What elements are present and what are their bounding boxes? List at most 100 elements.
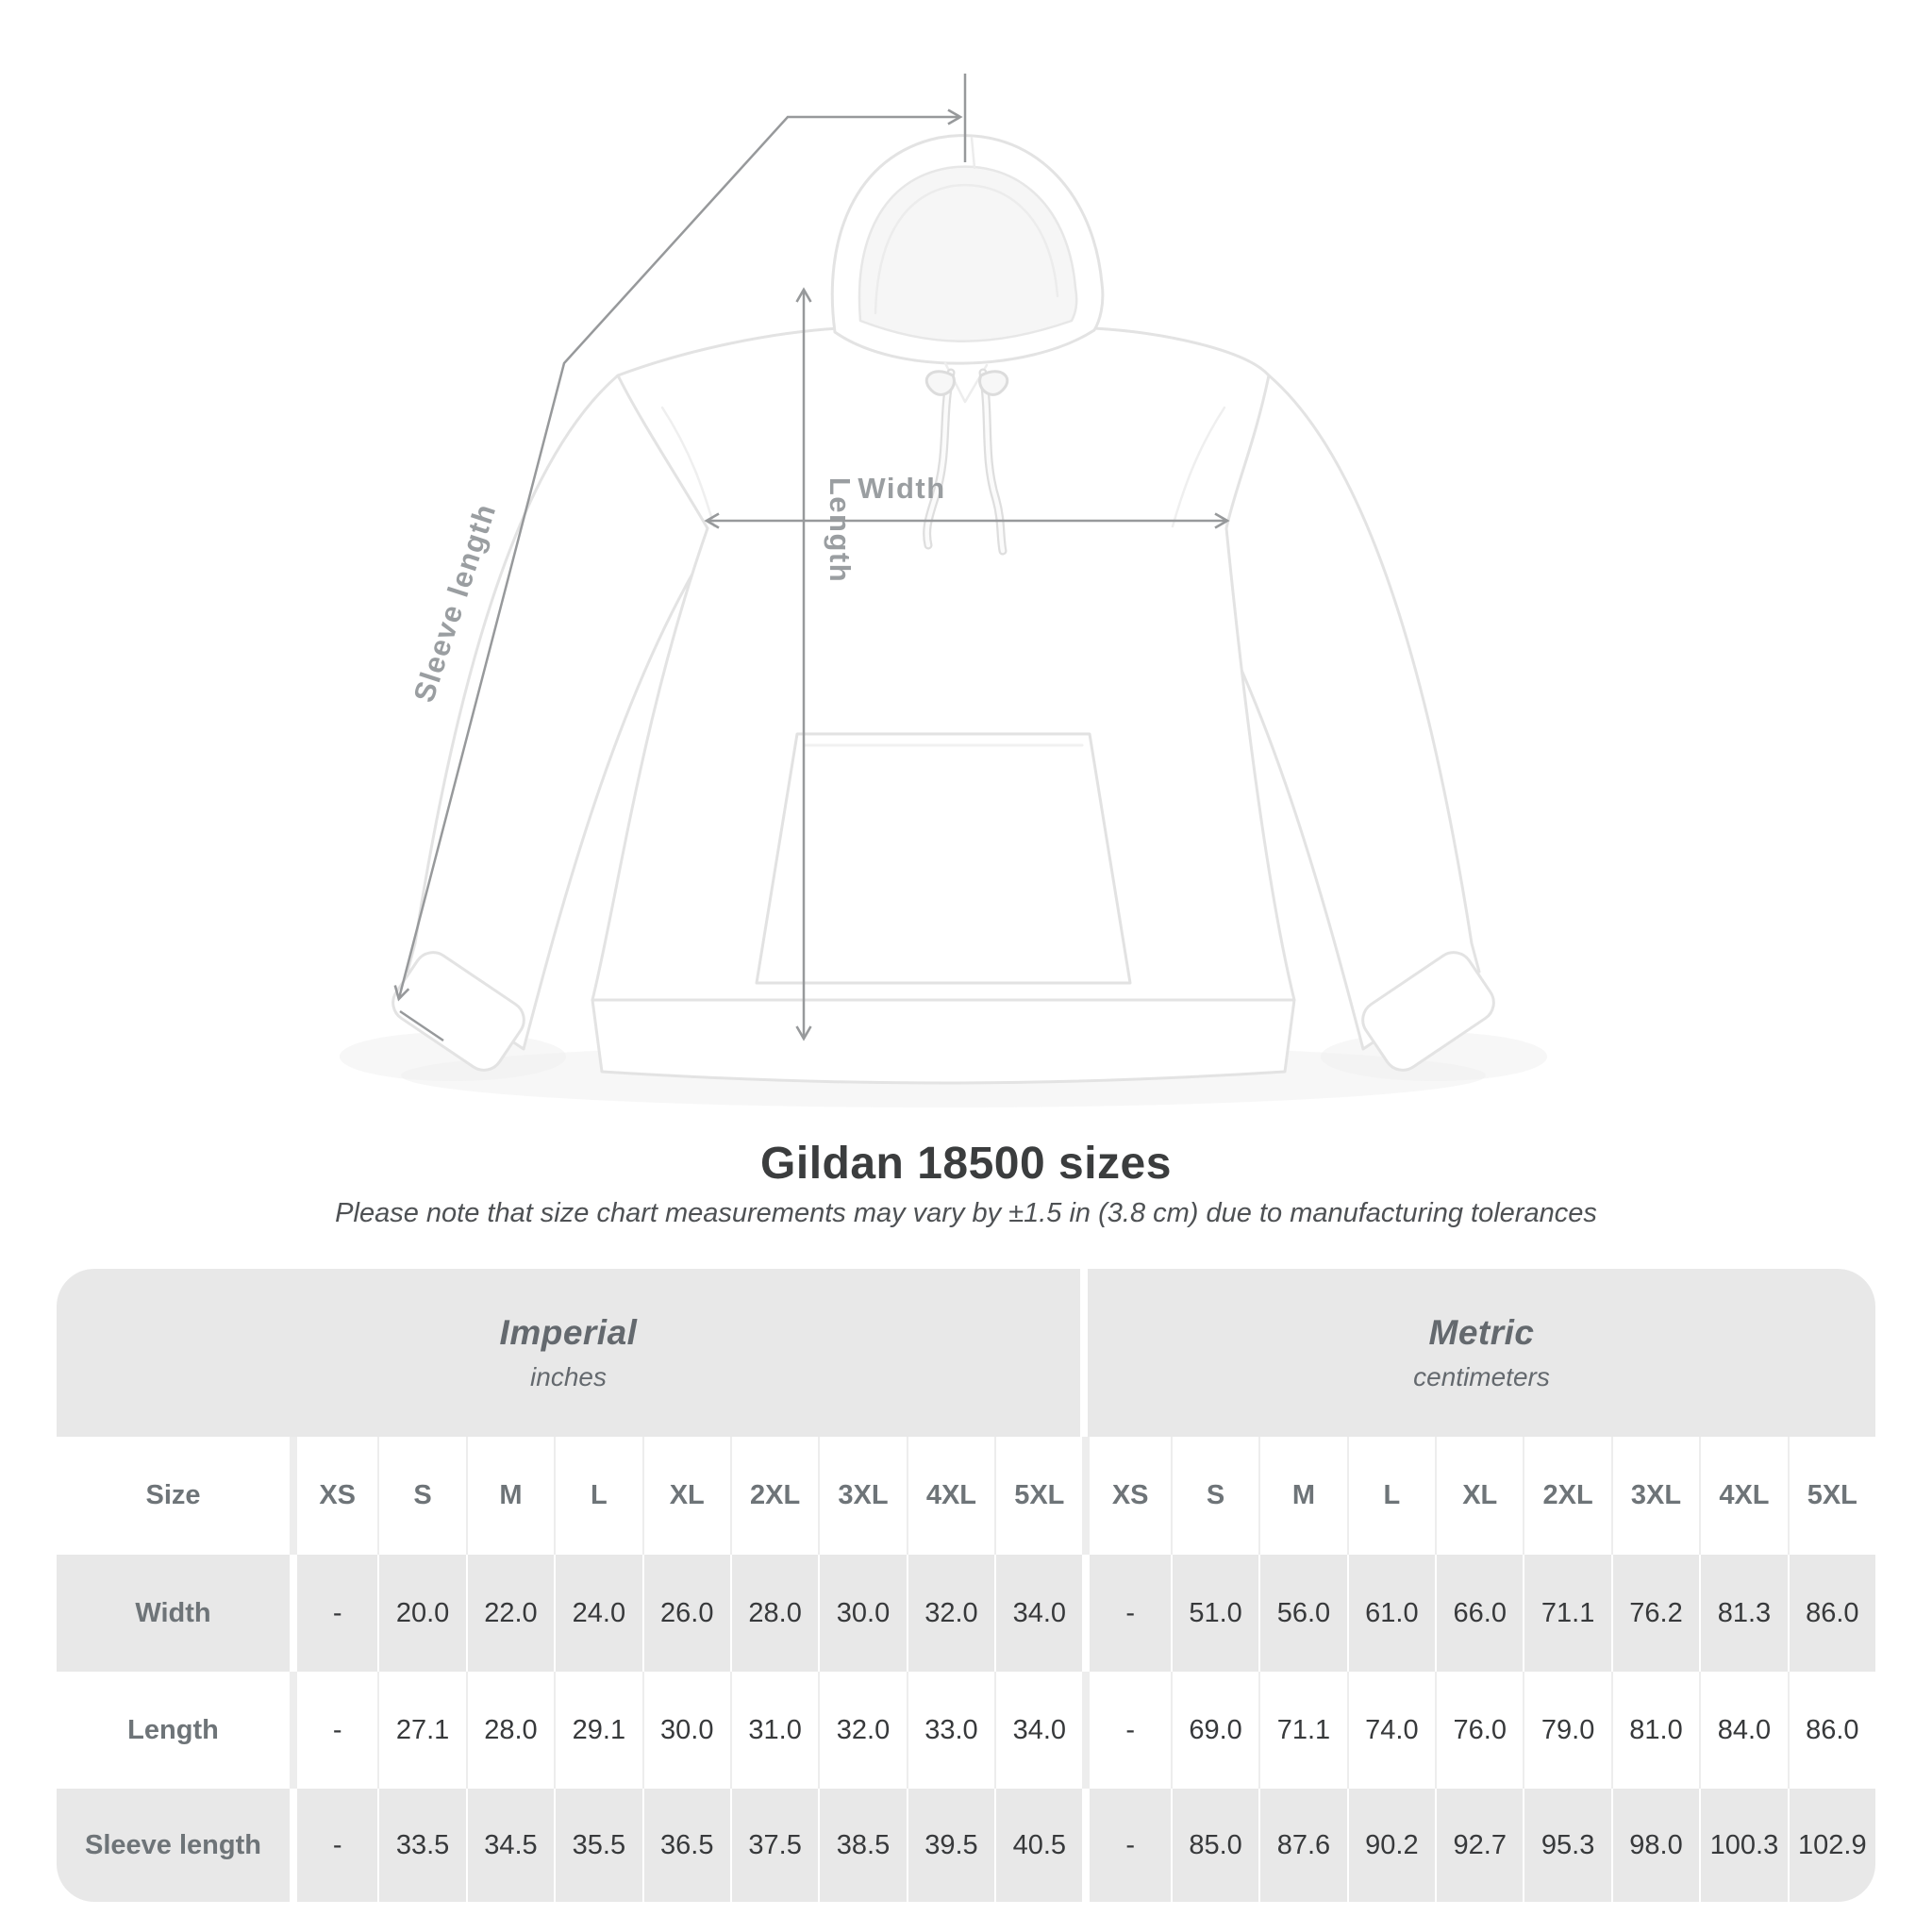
page-subtitle: Please note that size chart measurements… [335,1198,1597,1228]
size-header-metric-m: M [1258,1437,1346,1555]
table-cell: 28.0 [729,1555,819,1672]
table-cell: 87.6 [1258,1789,1347,1902]
table-cell: 81.3 [1699,1555,1788,1672]
size-header-metric-4xl: 4XL [1699,1437,1787,1555]
table-cell: 34.5 [465,1789,555,1902]
table-cell: 71.1 [1523,1555,1611,1672]
table-row-length: Length - 27.1 28.0 29.1 30.0 31.0 32.0 3… [57,1672,1875,1789]
table-cell: - [290,1789,378,1902]
size-header-metric-3xl: 3XL [1610,1437,1699,1555]
table-cell: 61.0 [1346,1555,1436,1672]
size-header-metric-xl: XL [1435,1437,1523,1555]
size-header-imperial-2xl: 2XL [729,1437,818,1555]
unit-group-imperial: Imperial inches [57,1269,1080,1437]
table-cell: 76.2 [1610,1555,1700,1672]
table-cell: - [290,1555,378,1672]
size-header-metric-s: S [1170,1437,1258,1555]
imperial-label: Imperial [499,1313,638,1352]
hem-band [591,998,1296,1085]
size-header-imperial-xs: XS [290,1437,377,1555]
page-title: Gildan 18500 sizes [760,1139,1172,1189]
table-cell: 33.5 [377,1789,466,1902]
table-cell: 71.1 [1258,1672,1346,1789]
hoodie-size-diagram: Sleeve length Length Width [391,74,1495,1085]
row-label-length: Length [127,1714,219,1745]
unit-group-metric: Metric centimeters [1088,1269,1875,1437]
table-cell: 32.0 [818,1672,906,1789]
table-cell: 92.7 [1435,1789,1524,1902]
table-cell: 84.0 [1699,1672,1787,1789]
metric-unit-label: centimeters [1413,1362,1550,1391]
table-cell: 38.5 [818,1789,907,1902]
size-header-imperial-l: L [554,1437,641,1555]
table-row-width: Width - 20.0 22.0 24.0 26.0 28.0 30.0 32… [57,1555,1875,1672]
row-label-sleeve-length: Sleeve length [57,1789,290,1902]
table-cell: 30.0 [818,1555,907,1672]
size-header-imperial-m: M [465,1437,554,1555]
table-cell: 76.0 [1435,1672,1523,1789]
table-cell: 37.5 [729,1789,819,1902]
metric-label: Metric [1428,1313,1535,1352]
table-cell: - [1082,1789,1171,1902]
table-cell: 98.0 [1610,1789,1700,1902]
table-cell: 28.0 [465,1672,554,1789]
unit-header-band: Imperial inches Metric centimeters [57,1269,1875,1437]
table-cell: 69.0 [1170,1672,1258,1789]
hoodie-illustration [391,134,1495,1085]
table-cell: 81.0 [1610,1672,1699,1789]
table-cell: 39.5 [906,1789,995,1902]
table-cell: 79.0 [1523,1672,1610,1789]
sleeve-length-arrow [393,108,963,1002]
table-cell: 36.5 [641,1789,730,1902]
table-cell: 20.0 [377,1555,466,1672]
table-cell: 102.9 [1787,1789,1875,1902]
kangaroo-pocket [755,732,1132,985]
table-cell: 34.0 [994,1555,1083,1672]
table-cell: 51.0 [1170,1555,1259,1672]
table-cell: 66.0 [1435,1555,1524,1672]
table-cell: 22.0 [465,1555,555,1672]
row-label-width: Width [57,1555,290,1672]
size-column-header: Size [145,1480,201,1510]
table-cell: 40.5 [994,1789,1083,1902]
length-label: Length [824,477,857,583]
measurement-lines [393,74,1230,1042]
table-cell: 86.0 [1787,1672,1875,1789]
size-header-metric-2xl: 2XL [1523,1437,1610,1555]
right-cuff [1361,951,1495,1072]
table-row-sleeve-length: Sleeve length - 33.5 34.5 35.5 36.5 37.5… [57,1789,1875,1902]
table-cell: - [1082,1555,1171,1672]
width-label: Width [858,472,945,505]
imperial-unit-label: inches [530,1362,607,1391]
table-cell: 85.0 [1170,1789,1259,1902]
table-cell: - [1082,1672,1170,1789]
table-cell: 95.3 [1523,1789,1611,1902]
table-cell: 100.3 [1699,1789,1788,1902]
table-cell: 90.2 [1346,1789,1436,1902]
size-header-imperial-xl: XL [641,1437,730,1555]
size-table: Imperial inches Metric centimeters Size … [57,1269,1875,1902]
table-cell: 32.0 [906,1555,995,1672]
table-cell: 56.0 [1258,1555,1347,1672]
table-cell: 30.0 [641,1672,730,1789]
table-cell: 31.0 [729,1672,818,1789]
table-cell: 74.0 [1346,1672,1435,1789]
size-header-row: Size XS S M L XL 2XL 3XL 4XL 5XL XS S M … [57,1437,1875,1555]
size-header-metric-5xl: 5XL [1787,1437,1875,1555]
table-cell: - [290,1672,377,1789]
table-cell: 35.5 [554,1789,642,1902]
table-cell: 27.1 [377,1672,465,1789]
size-header-metric-l: L [1346,1437,1435,1555]
size-header-metric-xs: XS [1082,1437,1170,1555]
size-header-imperial-4xl: 4XL [906,1437,994,1555]
table-cell: 86.0 [1787,1555,1875,1672]
table-cell: 33.0 [906,1672,994,1789]
table-cell: 34.0 [994,1672,1082,1789]
table-cell: 24.0 [554,1555,642,1672]
table-cell: 26.0 [641,1555,730,1672]
size-header-imperial-5xl: 5XL [994,1437,1082,1555]
sleeve-length-cuff-tick [399,1009,444,1042]
table-cell: 29.1 [554,1672,641,1789]
size-header-imperial-s: S [377,1437,465,1555]
